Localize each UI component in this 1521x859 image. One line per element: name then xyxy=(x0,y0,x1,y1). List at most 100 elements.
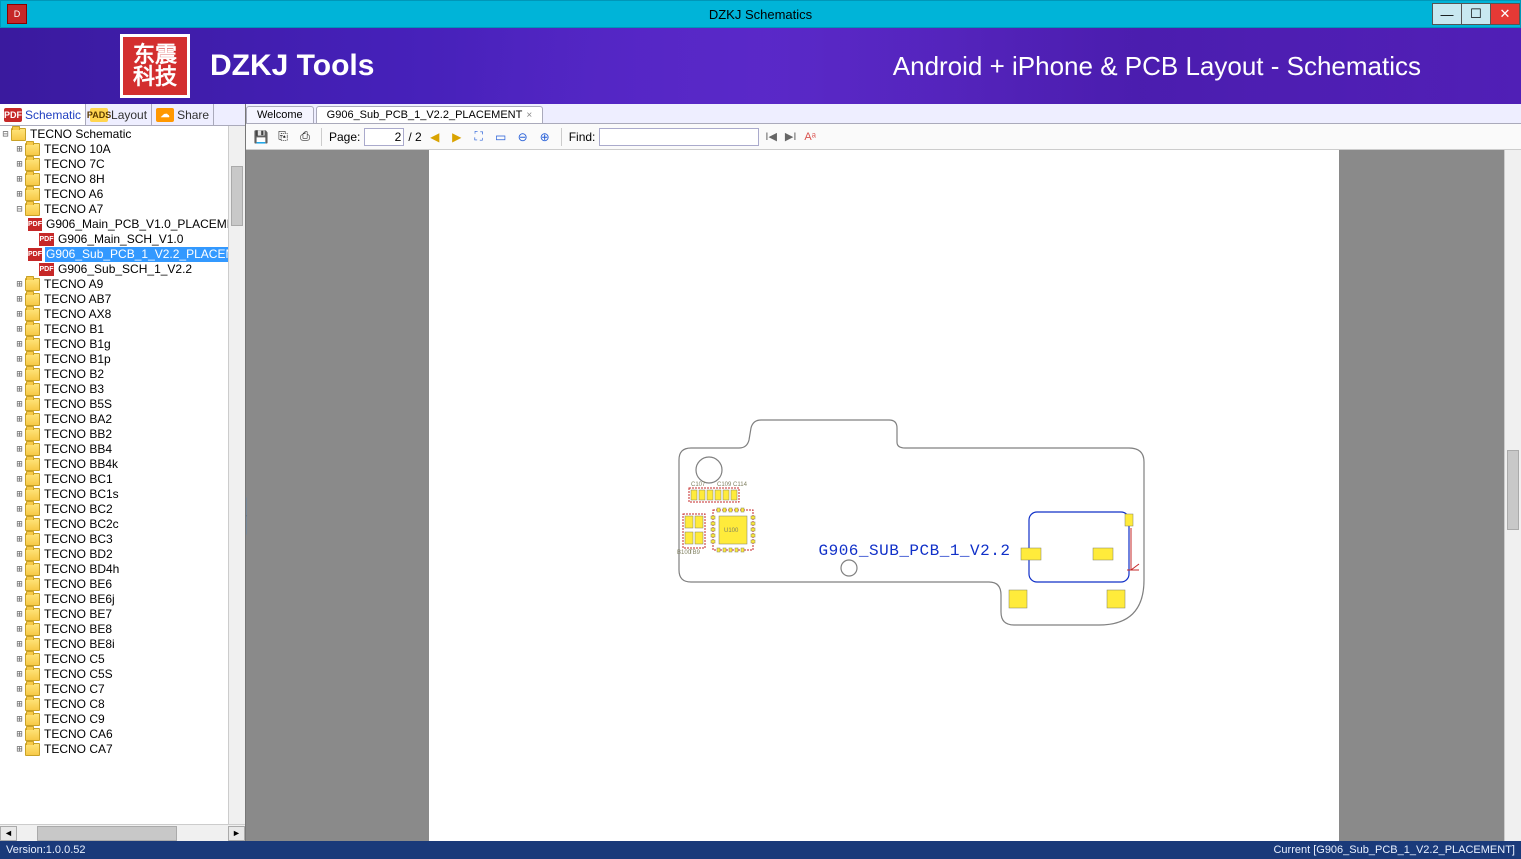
tree-folder[interactable]: ⊞TECNO BE8i xyxy=(0,637,228,652)
tree-twisty-icon[interactable]: ⊞ xyxy=(14,322,25,337)
tree-twisty-icon[interactable]: ⊞ xyxy=(14,382,25,397)
tree-twisty-icon[interactable]: ⊞ xyxy=(14,157,25,172)
doc-tab[interactable]: G906_Sub_PCB_1_V2.2_PLACEMENT× xyxy=(316,106,544,123)
zoom-out-icon[interactable]: ⊖ xyxy=(514,128,532,146)
zoom-in-icon[interactable]: ⊕ xyxy=(536,128,554,146)
tree-twisty-icon[interactable]: ⊞ xyxy=(14,307,25,322)
tree-twisty-icon[interactable]: ⊞ xyxy=(14,442,25,457)
tree-twisty-icon[interactable]: ⊞ xyxy=(14,637,25,652)
tree-twisty-icon[interactable]: ⊞ xyxy=(14,427,25,442)
tree-folder[interactable]: ⊞TECNO CA7 xyxy=(0,742,228,757)
sidebar-tab-share[interactable]: ☁Share xyxy=(152,104,214,125)
save-icon[interactable]: 💾 xyxy=(252,128,270,146)
tree-twisty-icon[interactable]: ⊞ xyxy=(14,487,25,502)
tree-twisty-icon[interactable]: ⊞ xyxy=(14,457,25,472)
close-button[interactable]: ✕ xyxy=(1490,3,1520,25)
maximize-button[interactable]: ☐ xyxy=(1461,3,1491,25)
tree-folder[interactable]: ⊞TECNO B1p xyxy=(0,352,228,367)
tree-folder[interactable]: ⊞TECNO BE6 xyxy=(0,577,228,592)
tree-twisty-icon[interactable]: ⊞ xyxy=(14,472,25,487)
tree-folder[interactable]: ⊞TECNO BB2 xyxy=(0,427,228,442)
hscroll-left-button[interactable]: ◄ xyxy=(0,826,17,841)
tree-folder[interactable]: ⊟TECNO Schematic xyxy=(0,127,228,142)
tree-folder[interactable]: ⊞TECNO BC2c xyxy=(0,517,228,532)
tree-folder[interactable]: ⊞TECNO 8H xyxy=(0,172,228,187)
page-input[interactable] xyxy=(364,128,404,146)
tree-twisty-icon[interactable]: ⊟ xyxy=(14,202,25,217)
tree-twisty-icon[interactable]: ⊞ xyxy=(14,547,25,562)
copy-icon[interactable]: ⎘ xyxy=(274,128,292,146)
next-page-icon[interactable]: ▶ xyxy=(448,128,466,146)
tree-twisty-icon[interactable]: ⊞ xyxy=(14,682,25,697)
tree-vscroll-thumb[interactable] xyxy=(231,166,243,226)
tree-hscrollbar[interactable]: ◄ ► xyxy=(0,824,245,841)
tree-folder[interactable]: ⊞TECNO BC1s xyxy=(0,487,228,502)
find-next-icon[interactable]: ▶I xyxy=(783,130,799,143)
tree-twisty-icon[interactable]: ⊞ xyxy=(14,502,25,517)
tree-twisty-icon[interactable]: ⊞ xyxy=(14,337,25,352)
tree-folder[interactable]: ⊞TECNO AB7 xyxy=(0,292,228,307)
tree-folder[interactable]: ⊞TECNO B1 xyxy=(0,322,228,337)
fit-width-icon[interactable]: ▭ xyxy=(492,128,510,146)
tree-folder[interactable]: ⊞TECNO C9 xyxy=(0,712,228,727)
tree-twisty-icon[interactable]: ⊞ xyxy=(14,172,25,187)
tree-folder[interactable]: ⊞TECNO BD4h xyxy=(0,562,228,577)
print-icon[interactable]: ⎙ xyxy=(296,128,314,146)
tree-twisty-icon[interactable]: ⊞ xyxy=(14,562,25,577)
tree-twisty-icon[interactable]: ⊞ xyxy=(14,652,25,667)
tree-twisty-icon[interactable]: ⊞ xyxy=(14,592,25,607)
tree-twisty-icon[interactable]: ⊞ xyxy=(14,517,25,532)
minimize-button[interactable]: — xyxy=(1432,3,1462,25)
tree-twisty-icon[interactable]: ⊞ xyxy=(14,727,25,742)
tree-folder[interactable]: ⊞TECNO BC3 xyxy=(0,532,228,547)
sidebar-tab-layout[interactable]: PADSLayout xyxy=(86,104,152,125)
hscroll-track[interactable] xyxy=(17,826,228,841)
tree-file[interactable]: PDFG906_Main_SCH_V1.0 xyxy=(0,232,228,247)
tree-folder[interactable]: ⊞TECNO C8 xyxy=(0,697,228,712)
tree-folder[interactable]: ⊞TECNO BE8 xyxy=(0,622,228,637)
tree-folder[interactable]: ⊞TECNO B1g xyxy=(0,337,228,352)
tree-folder[interactable]: ⊞TECNO BE7 xyxy=(0,607,228,622)
tree-twisty-icon[interactable]: ⊞ xyxy=(14,412,25,427)
sidebar-splitter[interactable]: ▶ xyxy=(246,496,247,536)
find-input[interactable] xyxy=(599,128,759,146)
tree-twisty-icon[interactable]: ⊞ xyxy=(14,607,25,622)
tree-folder[interactable]: ⊞TECNO B2 xyxy=(0,367,228,382)
viewer-vscrollbar[interactable] xyxy=(1504,150,1521,841)
tree-folder[interactable]: ⊞TECNO C5S xyxy=(0,667,228,682)
file-tree[interactable]: ⊟TECNO Schematic⊞TECNO 10A⊞TECNO 7C⊞TECN… xyxy=(0,126,228,824)
tree-file[interactable]: PDFG906_Sub_PCB_1_V2.2_PLACEMENT xyxy=(0,247,228,262)
tree-folder[interactable]: ⊞TECNO C7 xyxy=(0,682,228,697)
find-options-icon[interactable]: Aᵃ xyxy=(802,131,817,143)
tree-twisty-icon[interactable]: ⊞ xyxy=(14,532,25,547)
prev-page-icon[interactable]: ◀ xyxy=(426,128,444,146)
viewer-vscroll-thumb[interactable] xyxy=(1507,450,1519,530)
tree-twisty-icon[interactable]: ⊞ xyxy=(14,667,25,682)
tree-folder[interactable]: ⊟TECNO A7 xyxy=(0,202,228,217)
tree-twisty-icon[interactable]: ⊞ xyxy=(14,352,25,367)
tree-twisty-icon[interactable]: ⊞ xyxy=(14,397,25,412)
tree-folder[interactable]: ⊞TECNO BC1 xyxy=(0,472,228,487)
tree-folder[interactable]: ⊞TECNO B3 xyxy=(0,382,228,397)
tree-twisty-icon[interactable]: ⊞ xyxy=(14,697,25,712)
tree-folder[interactable]: ⊞TECNO BB4 xyxy=(0,442,228,457)
tree-folder[interactable]: ⊞TECNO CA6 xyxy=(0,727,228,742)
tree-folder[interactable]: ⊞TECNO BE6j xyxy=(0,592,228,607)
close-tab-icon[interactable]: × xyxy=(526,110,532,121)
tree-twisty-icon[interactable]: ⊞ xyxy=(14,712,25,727)
tree-folder[interactable]: ⊞TECNO AX8 xyxy=(0,307,228,322)
tree-twisty-icon[interactable]: ⊞ xyxy=(14,142,25,157)
tree-twisty-icon[interactable]: ⊞ xyxy=(14,292,25,307)
tree-twisty-icon[interactable]: ⊞ xyxy=(14,577,25,592)
document-viewer[interactable]: ▶ xyxy=(246,150,1521,841)
tree-folder[interactable]: ⊞TECNO 7C xyxy=(0,157,228,172)
fit-page-icon[interactable]: ⛶ xyxy=(470,128,488,146)
tree-file[interactable]: PDFG906_Sub_SCH_1_V2.2 xyxy=(0,262,228,277)
tree-vscrollbar[interactable] xyxy=(228,126,245,824)
tree-folder[interactable]: ⊞TECNO B5S xyxy=(0,397,228,412)
hscroll-thumb[interactable] xyxy=(37,826,177,841)
find-prev-icon[interactable]: I◀ xyxy=(763,130,779,143)
tree-folder[interactable]: ⊞TECNO A6 xyxy=(0,187,228,202)
tree-folder[interactable]: ⊞TECNO C5 xyxy=(0,652,228,667)
tree-folder[interactable]: ⊞TECNO 10A xyxy=(0,142,228,157)
